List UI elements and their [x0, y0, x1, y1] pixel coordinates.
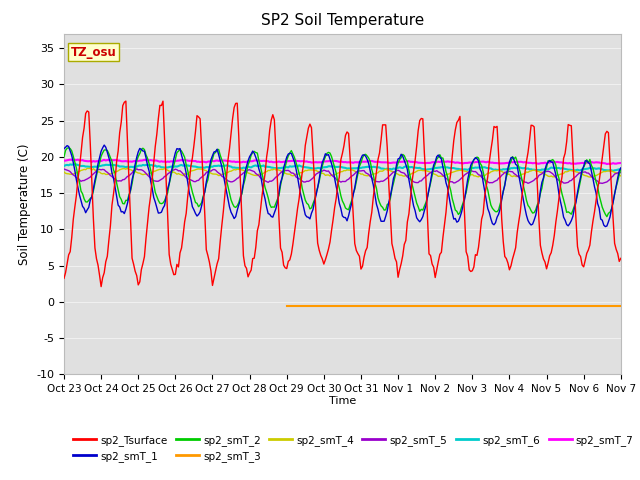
Title: SP2 Soil Temperature: SP2 Soil Temperature [260, 13, 424, 28]
Legend: sp2_Tsurface, sp2_smT_1, sp2_smT_2, sp2_smT_3, sp2_smT_4, sp2_smT_5, sp2_smT_6, : sp2_Tsurface, sp2_smT_1, sp2_smT_2, sp2_… [69, 431, 637, 466]
Text: TZ_osu: TZ_osu [70, 46, 116, 59]
X-axis label: Time: Time [329, 396, 356, 406]
Y-axis label: Soil Temperature (C): Soil Temperature (C) [18, 143, 31, 265]
